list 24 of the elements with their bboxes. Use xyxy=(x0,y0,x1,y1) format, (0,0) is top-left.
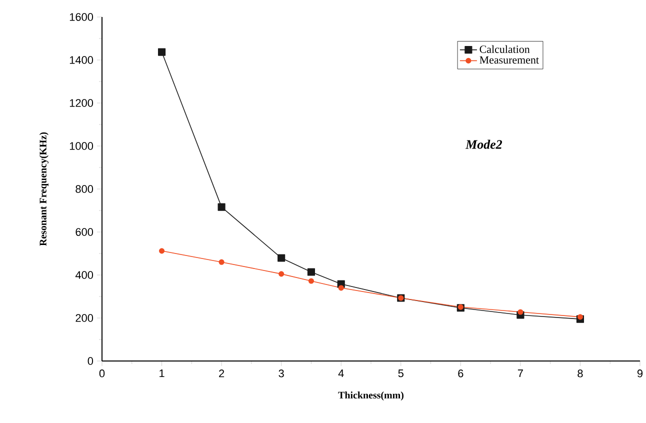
y-tick-label: 400 xyxy=(75,271,94,279)
x-tick-label: 0 xyxy=(99,370,105,378)
annotation: Mode2 xyxy=(465,140,502,149)
legend-label: Measurement xyxy=(480,56,539,64)
x-tick-label: 5 xyxy=(398,370,404,378)
x-axis-title: Thickness(mm) xyxy=(338,392,404,401)
y-axis-title: Resonant Frequency(KHz) xyxy=(39,132,48,246)
x-tick-label: 7 xyxy=(518,370,523,378)
y-tick-label: 800 xyxy=(76,185,94,193)
y-tick-label: 200 xyxy=(76,314,94,322)
y-tick-label: 0 xyxy=(88,357,94,365)
x-tick-label: 4 xyxy=(338,370,344,378)
x-tick-label: 6 xyxy=(458,370,464,378)
x-tick-label: 2 xyxy=(219,370,224,378)
y-tick-label: 1200 xyxy=(70,99,94,107)
y-tick-label: 1600 xyxy=(70,13,94,21)
y-tick-label: 1400 xyxy=(70,56,94,64)
x-tick-label: 8 xyxy=(578,370,583,378)
x-tick-label: 1 xyxy=(160,370,164,378)
y-tick-label: 600 xyxy=(76,228,94,236)
x-tick-label: 9 xyxy=(637,370,643,378)
x-tick-label: 3 xyxy=(278,370,284,378)
legend-label: Calculation xyxy=(480,45,530,53)
y-tick-label: 1000 xyxy=(70,142,94,150)
